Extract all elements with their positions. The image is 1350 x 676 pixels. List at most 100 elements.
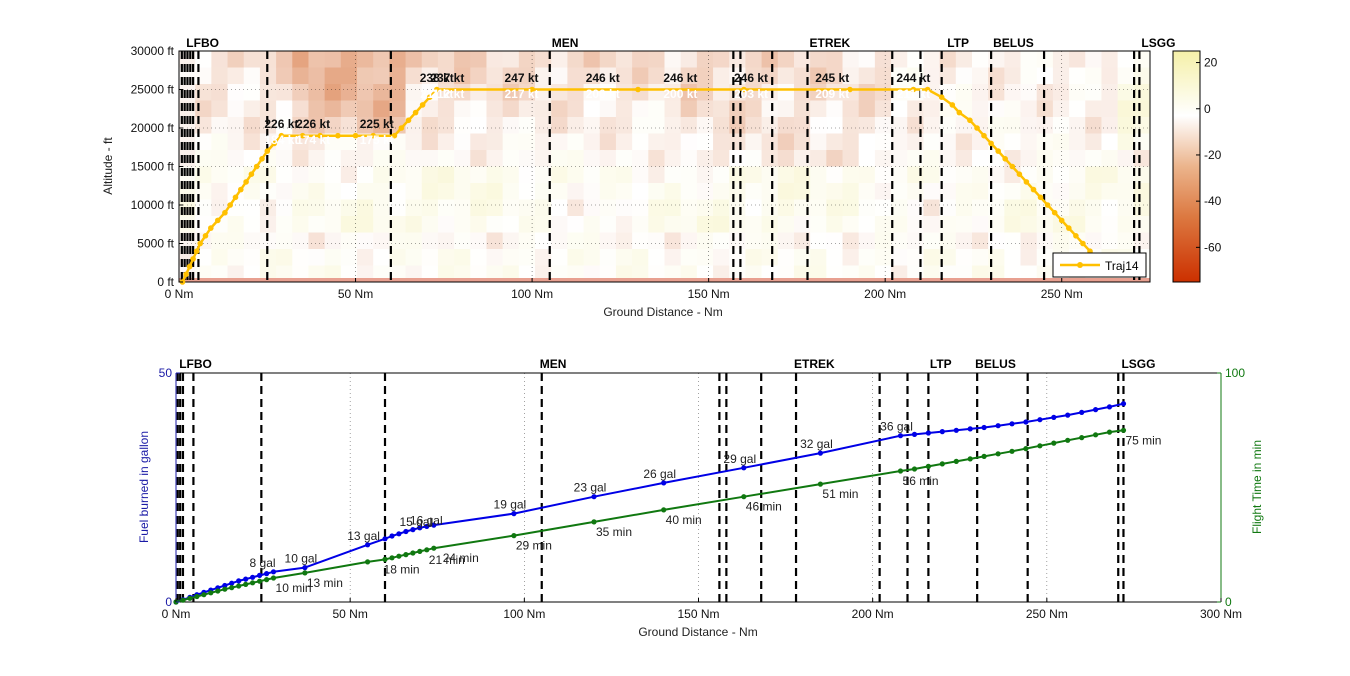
heatmap-cell <box>470 150 488 168</box>
heatmap-cell <box>1069 67 1086 85</box>
speed-label-secondary: 200 kt <box>663 87 697 101</box>
heatmap-cell <box>1020 150 1038 168</box>
heatmap-cell <box>874 100 892 118</box>
heatmap-cell <box>1052 216 1070 234</box>
heatmap-cell <box>551 100 568 118</box>
heatmap-cell <box>874 67 892 85</box>
heatmap-cell <box>470 216 488 234</box>
heatmap-cell <box>1117 150 1135 168</box>
speed-label-secondary: 217 kt <box>504 87 538 101</box>
series-point-fuel-burned <box>981 424 987 431</box>
top-speed-labels: 226 kt 184 kt 226 kt 174 kt 225 kt 175 kt 238 … <box>264 71 930 147</box>
heatmap-cell <box>470 51 488 69</box>
heatmap-cell <box>518 232 536 250</box>
heatmap-cell <box>551 216 568 234</box>
heatmap-cell <box>340 117 358 135</box>
heatmap-cell <box>874 166 892 184</box>
bottom-waypoint-labels: LFBO MEN ETREK LTP BELUS LSGG <box>179 357 1155 371</box>
heatmap-cell <box>874 232 892 250</box>
heatmap-cell <box>486 67 504 85</box>
heatmap-cell <box>826 265 844 282</box>
heatmap-cell <box>583 67 601 85</box>
heatmap-cell <box>810 216 827 234</box>
heatmap-cell <box>324 199 342 217</box>
heatmap-cell <box>243 133 261 151</box>
heatmap-cell <box>308 100 326 118</box>
heatmap-cell <box>1004 133 1022 151</box>
heatmap-cell <box>1052 84 1070 102</box>
heatmap-cell <box>842 183 860 201</box>
heatmap-cell <box>1101 67 1119 85</box>
heatmap-cell <box>308 249 326 267</box>
bottom-x-axis-label: Ground Distance - Nm <box>638 625 757 639</box>
heatmap-cell <box>373 232 390 250</box>
series-point-traj14 <box>370 132 377 139</box>
heatmap-cell <box>777 100 795 118</box>
heatmap-cell <box>664 265 682 282</box>
series-point-traj14 <box>222 209 228 216</box>
speed-label: 247 kt <box>504 71 538 85</box>
time-y-tick-label: 100 <box>1225 366 1245 380</box>
series-point-traj14 <box>741 86 747 93</box>
heatmap-cell <box>713 232 730 250</box>
heatmap-cell <box>276 51 293 69</box>
speed-label-secondary: 175 kt <box>360 133 394 147</box>
heatmap-cell <box>340 67 358 85</box>
fuel-value-label: 23 gal <box>574 481 607 495</box>
time-value-label: 75 min <box>1125 433 1161 447</box>
heatmap-cell <box>1036 232 1054 250</box>
series-point-fuel-burned <box>382 536 388 542</box>
heatmap-cell <box>971 150 989 168</box>
heatmap-cell <box>1020 199 1038 217</box>
speed-label: 226 kt <box>296 117 330 131</box>
heatmap-cell <box>1036 67 1054 85</box>
heatmap-cell <box>713 117 730 135</box>
heatmap-cell <box>1052 166 1070 184</box>
speed-label: 245 kt <box>815 71 849 85</box>
heatmap-cell <box>777 150 795 168</box>
heatmap-cell <box>1004 249 1022 267</box>
heatmap-cell <box>729 150 747 168</box>
heatmap-cell <box>1004 100 1022 118</box>
heatmap-cell <box>227 249 245 267</box>
heatmap-cell <box>761 150 779 168</box>
heatmap-cell <box>211 133 229 151</box>
heatmap-cell <box>211 249 229 267</box>
heatmap-cell <box>664 249 682 267</box>
heatmap-cell <box>615 133 633 151</box>
heatmap-cell <box>955 216 973 234</box>
heatmap-cell <box>324 51 342 69</box>
series-point-traj14 <box>197 240 203 247</box>
heatmap-cell <box>437 199 455 217</box>
heatmap-cell <box>389 67 407 85</box>
heatmap-cell <box>632 51 649 69</box>
heatmap-cell <box>632 67 649 85</box>
heatmap-cell <box>696 249 714 267</box>
series-point-traj14 <box>405 117 412 124</box>
heatmap-cell <box>486 150 504 168</box>
heatmap-cell <box>680 216 698 234</box>
heatmap-cell <box>939 133 957 151</box>
heatmap-cell <box>745 249 763 267</box>
heatmap-cell <box>340 150 358 168</box>
series-point-traj14 <box>1044 202 1051 208</box>
heatmap-cell <box>615 232 633 250</box>
heatmap-cell <box>518 166 536 184</box>
heatmap-cell <box>583 265 601 282</box>
heatmap-cell <box>648 183 666 201</box>
heatmap-cell <box>810 249 827 267</box>
heatmap-cell <box>518 249 536 267</box>
heatmap-cell <box>713 67 730 85</box>
heatmap-cell <box>486 166 504 184</box>
heatmap-cell <box>955 133 973 151</box>
heatmap-cell <box>1085 166 1103 184</box>
series-point-flight-time <box>939 461 945 467</box>
heatmap-cell <box>745 100 763 118</box>
heatmap-cell <box>567 249 585 267</box>
heatmap-cell <box>615 216 633 234</box>
heatmap-cell <box>874 150 892 168</box>
series-point-flight-time <box>511 533 517 539</box>
series-point-traj14 <box>391 132 398 139</box>
heatmap-cell <box>502 100 520 118</box>
bottom-x-tick-label: 50 Nm <box>332 607 367 621</box>
